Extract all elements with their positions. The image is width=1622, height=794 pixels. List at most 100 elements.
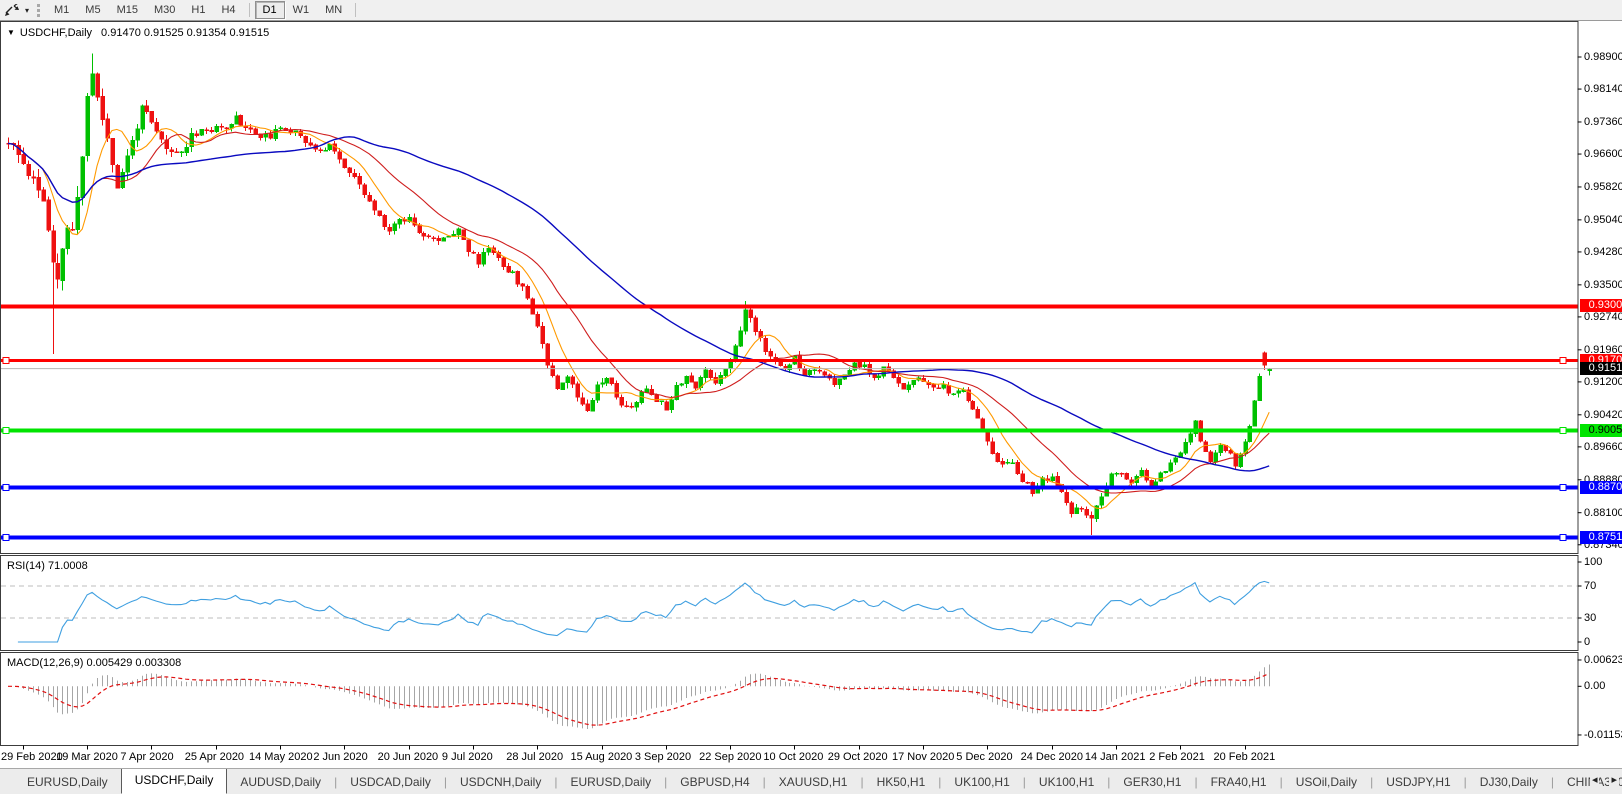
date-label: 5 Dec 2020 [956, 751, 1013, 763]
price-badge-0.90055: 0.90055 [1580, 423, 1622, 437]
chart-tabs-bar: EURUSD,Daily USDCHF,Daily AUDUSD,Daily | USD… [0, 768, 1622, 794]
chevron-down-icon[interactable]: ▾ [24, 5, 29, 15]
price-tick-label: 0.98140 [1584, 83, 1622, 96]
tab-scroll-left-icon[interactable]: ◂ [1589, 773, 1600, 786]
chart-tab-xauusd-h1[interactable]: XAUUSD,H1 [778, 775, 848, 789]
cursor-arrows-icon[interactable] [3, 2, 21, 18]
chart-symbol-label: USDCHF,Daily [19, 27, 93, 39]
price-badge-0.93001: 0.93001 [1580, 299, 1622, 313]
chart-tab-usdcad-daily[interactable]: USDCAD,Daily [350, 775, 431, 789]
price-tick-label: 0.98900 [1584, 51, 1622, 63]
date-label: 7 Apr 2020 [120, 751, 174, 763]
rsi-axis-label: 100 [1584, 556, 1603, 568]
price-badge-0.87513: 0.87513 [1580, 530, 1622, 544]
hline-handle[interactable] [2, 427, 10, 434]
hline-handle[interactable] [1559, 484, 1567, 491]
timeframe-button-m15[interactable]: M15 [116, 4, 138, 16]
date-label: 17 Nov 2020 [892, 751, 955, 763]
chart-ohlc-values: 0.91470 0.91525 0.91354 0.91515 [101, 27, 270, 39]
timeframe-button-mn[interactable]: MN [325, 4, 343, 16]
date-label: 2 Feb 2021 [1149, 751, 1205, 763]
hline-handle[interactable] [1559, 357, 1567, 364]
date-label: 20 Jun 2020 [377, 751, 439, 763]
rsi-indicator-label: RSI(14) 71.0008 [7, 560, 88, 572]
price-tick-label: 0.96600 [1584, 148, 1622, 161]
tab-scroll-right-icon[interactable]: ▸ [1609, 773, 1619, 786]
chart-tab-eurusd-daily[interactable]: EURUSD,Daily [27, 775, 108, 789]
chart-tab-eurusd-daily[interactable]: EURUSD,Daily [570, 775, 652, 789]
moving-averages-layer [7, 125, 1270, 510]
date-label: 14 May 2020 [249, 751, 313, 763]
current-price-badge: 0.91515 [1580, 362, 1622, 376]
horizontal-lines-layer[interactable] [1, 304, 1578, 541]
date-label: 19 Mar 2020 [56, 751, 118, 763]
toolbar-grip[interactable] [37, 3, 40, 17]
price-tick-label: 0.91200 [1584, 375, 1622, 388]
hline-handle[interactable] [2, 357, 10, 364]
hline-handle[interactable] [2, 484, 10, 491]
timeframe-button-d1[interactable]: D1 [254, 1, 285, 19]
price-chart-canvas[interactable] [0, 21, 1622, 768]
price-tick-label: 0.92740 [1584, 310, 1622, 323]
chart-tab-usdjpy-h1[interactable]: USDJPY,H1 [1386, 775, 1451, 789]
chart-tab-ger30-h1[interactable]: GER30,H1 [1123, 775, 1182, 789]
timeframe-button-group: M1 M5 M15 M30 H1 H4 D1 W1 MN [46, 1, 361, 19]
price-tick-label: 0.97360 [1584, 115, 1622, 128]
chart-tab-fra40-h1[interactable]: FRA40,H1 [1210, 775, 1267, 789]
chart-tab-dj30-daily[interactable]: DJ30,Daily [1479, 775, 1538, 789]
timeframe-button-m1[interactable]: M1 [54, 4, 70, 16]
macd-indicator-label: MACD(12,26,9) 0.005429 0.003308 [7, 657, 182, 669]
price-badge-0.88703: 0.88703 [1580, 480, 1622, 494]
tab-separator: | [1279, 775, 1283, 789]
tab-scroll-buttons: ◂ ▸ [1589, 773, 1619, 786]
date-label: 2 Jun 2020 [313, 751, 368, 763]
rsi-layer [1, 580, 1577, 643]
timeframe-button-m30[interactable]: M30 [153, 4, 176, 16]
price-tick-label: 0.95820 [1584, 180, 1622, 193]
date-label: 20 Feb 2021 [1213, 751, 1276, 763]
chart-tab-audusd-daily[interactable]: AUDUSD,Daily [240, 775, 322, 789]
tab-separator: | [1107, 775, 1111, 789]
title-collapse-icon[interactable]: ▼ [7, 28, 15, 37]
tab-separator: | [1550, 775, 1554, 789]
date-label: 29 Feb 2020 [1, 751, 63, 763]
timeframe-button-m5[interactable]: M5 [85, 4, 101, 16]
date-label: 15 Aug 2020 [570, 751, 633, 763]
macd-layer [8, 664, 1270, 730]
tab-separator: | [1022, 775, 1026, 789]
chart-tab-hk50-h1[interactable]: HK50,H1 [876, 775, 926, 789]
timeframe-button-h4[interactable]: H4 [221, 4, 236, 16]
chart-tab-usoil-daily[interactable]: USOil,Daily [1295, 775, 1358, 789]
tab-separator: | [1463, 775, 1467, 789]
chart-tab-usdcnh-daily[interactable]: USDCNH,Daily [460, 775, 542, 789]
chart-tab-uk100-h1[interactable]: UK100,H1 [954, 775, 1010, 789]
candles-layer [6, 53, 1272, 536]
rsi-axis-label: 30 [1584, 612, 1597, 624]
macd-axis-label: 0.006237 [1584, 653, 1622, 666]
toolbar-separator [248, 3, 250, 17]
rsi-axis-label: 0 [1584, 636, 1591, 648]
date-label: 14 Jan 2021 [1084, 751, 1146, 763]
timeframe-button-w1[interactable]: W1 [292, 4, 310, 16]
macd-axis-label: -0.011534 [1584, 728, 1622, 741]
tab-separator: | [1370, 775, 1374, 789]
tab-separator: | [1194, 775, 1198, 789]
hline-handle[interactable] [1559, 427, 1567, 434]
tab-separator: | [443, 775, 447, 789]
tab-separator: | [554, 775, 558, 789]
timeframe-button-h1[interactable]: H1 [191, 4, 206, 16]
tab-separator: | [664, 775, 668, 789]
tab-separator: | [762, 775, 766, 789]
chart-tab-usdchf-daily[interactable]: USDCHF,Daily [120, 769, 228, 794]
chart-tab-uk100-h1[interactable]: UK100,H1 [1038, 775, 1095, 789]
rsi-axis-label: 70 [1584, 580, 1597, 592]
hline-handle[interactable] [2, 534, 10, 541]
tab-separator: | [860, 775, 864, 789]
price-tick-label: 0.91960 [1584, 343, 1622, 356]
macd-axis-label: 0.00 [1584, 680, 1606, 693]
price-tick-label: 0.93500 [1584, 278, 1622, 291]
top-toolbar: ▾ M1 M5 M15 M30 H1 H4 D1 W1 MN [0, 0, 1622, 21]
hline-handle[interactable] [1559, 534, 1567, 541]
chart-tab-gbpusd-h4[interactable]: GBPUSD,H4 [680, 775, 750, 789]
